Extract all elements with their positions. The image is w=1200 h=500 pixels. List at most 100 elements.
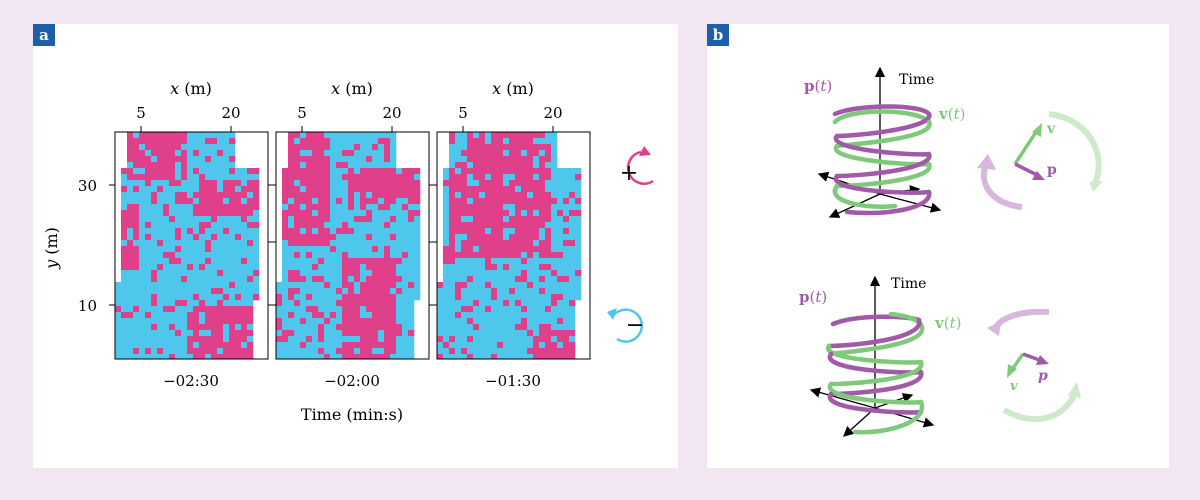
- map-cell: [223, 348, 230, 355]
- map-cell: [229, 180, 236, 187]
- map-cell: [461, 288, 468, 295]
- top-v-vector-label: v: [1046, 121, 1056, 137]
- map-cell: [169, 336, 176, 343]
- map-cell: [229, 186, 236, 193]
- map-cell: [414, 186, 421, 193]
- map-cell: [193, 300, 200, 307]
- map-cell: [205, 150, 212, 157]
- map-cell: [509, 216, 516, 223]
- map-cell: [223, 210, 230, 217]
- map-cell: [437, 282, 444, 289]
- map-cell: [479, 294, 486, 301]
- map-cell: [133, 186, 140, 193]
- map-cell: [491, 198, 498, 205]
- map-cell: [551, 342, 558, 349]
- map-cell: [485, 156, 492, 163]
- map-cell: [336, 216, 343, 223]
- map-cell: [247, 204, 254, 211]
- map-cell: [539, 198, 546, 205]
- map-cell: [390, 132, 397, 139]
- map-cell: [479, 306, 486, 313]
- map-cell: [181, 186, 188, 193]
- map-cell: [133, 210, 140, 217]
- map-cell: [378, 162, 385, 169]
- map-cell: [169, 132, 176, 139]
- map-cell: [294, 258, 301, 265]
- map-cell: [199, 348, 206, 355]
- map-cell: [151, 186, 158, 193]
- map-cell: [557, 186, 564, 193]
- map-cell: [169, 306, 176, 313]
- map-cell: [318, 258, 325, 265]
- map-cell: [336, 276, 343, 283]
- map-cell: [217, 234, 224, 241]
- map-cell: [402, 252, 409, 259]
- map-cell: [533, 192, 540, 199]
- map-cell: [348, 354, 355, 359]
- map-cell: [521, 330, 528, 337]
- map-cell: [503, 282, 510, 289]
- map-cell: [157, 324, 164, 331]
- map-cell: [521, 234, 528, 241]
- map-cell: [253, 210, 260, 217]
- map-cell: [527, 330, 534, 337]
- map-cell: [282, 318, 289, 325]
- map-cell: [354, 252, 361, 259]
- map-cell: [551, 180, 558, 187]
- map-cell: [569, 210, 576, 217]
- map-cell: [545, 294, 552, 301]
- map-cell: [241, 210, 248, 217]
- map-cell: [461, 162, 468, 169]
- map-cell: [223, 204, 230, 211]
- map-cell: [569, 294, 576, 301]
- map-cell: [187, 288, 194, 295]
- map-cell: [491, 132, 498, 139]
- map-cell: [467, 234, 474, 241]
- map-cell: [175, 354, 182, 359]
- map-cell: [157, 186, 164, 193]
- map-cell: [217, 354, 224, 359]
- map-cell: [127, 204, 134, 211]
- x-tick-5-map2: 5: [297, 104, 307, 122]
- map-cell: [551, 306, 558, 313]
- map-cell: [282, 354, 289, 359]
- map-cell: [461, 234, 468, 241]
- map-cell: [145, 258, 152, 265]
- map-cell: [241, 240, 248, 247]
- map-cell: [467, 306, 474, 313]
- map-cell: [491, 216, 498, 223]
- map-cell: [503, 264, 510, 271]
- map-cell: [557, 330, 564, 337]
- map-cell: [139, 138, 146, 145]
- map-cell: [288, 348, 295, 355]
- map-cell: [539, 204, 546, 211]
- map-cell: [181, 252, 188, 259]
- map-cell: [527, 216, 534, 223]
- map-cell: [473, 276, 480, 283]
- map-cell: [479, 354, 486, 359]
- map-cell: [545, 132, 552, 139]
- map-cell: [312, 234, 319, 241]
- map-cell: [312, 354, 319, 359]
- map-cell: [461, 210, 468, 217]
- map-cell: [336, 192, 343, 199]
- map-cell: [378, 210, 385, 217]
- map-cell: [151, 270, 158, 277]
- map-cell: [473, 288, 480, 295]
- map-cell: [306, 312, 313, 319]
- map-cell: [187, 168, 194, 175]
- map-cell: [455, 270, 462, 277]
- map-cell: [187, 270, 194, 277]
- map-cell: [533, 228, 540, 235]
- map-cell: [449, 138, 456, 145]
- map-cell: [127, 180, 134, 187]
- map-cell: [354, 336, 361, 343]
- map-cell: [121, 204, 128, 211]
- map-cell: [473, 138, 480, 145]
- map-cell: [485, 210, 492, 217]
- map-cell: [408, 186, 415, 193]
- map-cell: [509, 168, 516, 175]
- map-cell: [366, 324, 373, 331]
- map-cell: [461, 228, 468, 235]
- map-cell: [133, 324, 140, 331]
